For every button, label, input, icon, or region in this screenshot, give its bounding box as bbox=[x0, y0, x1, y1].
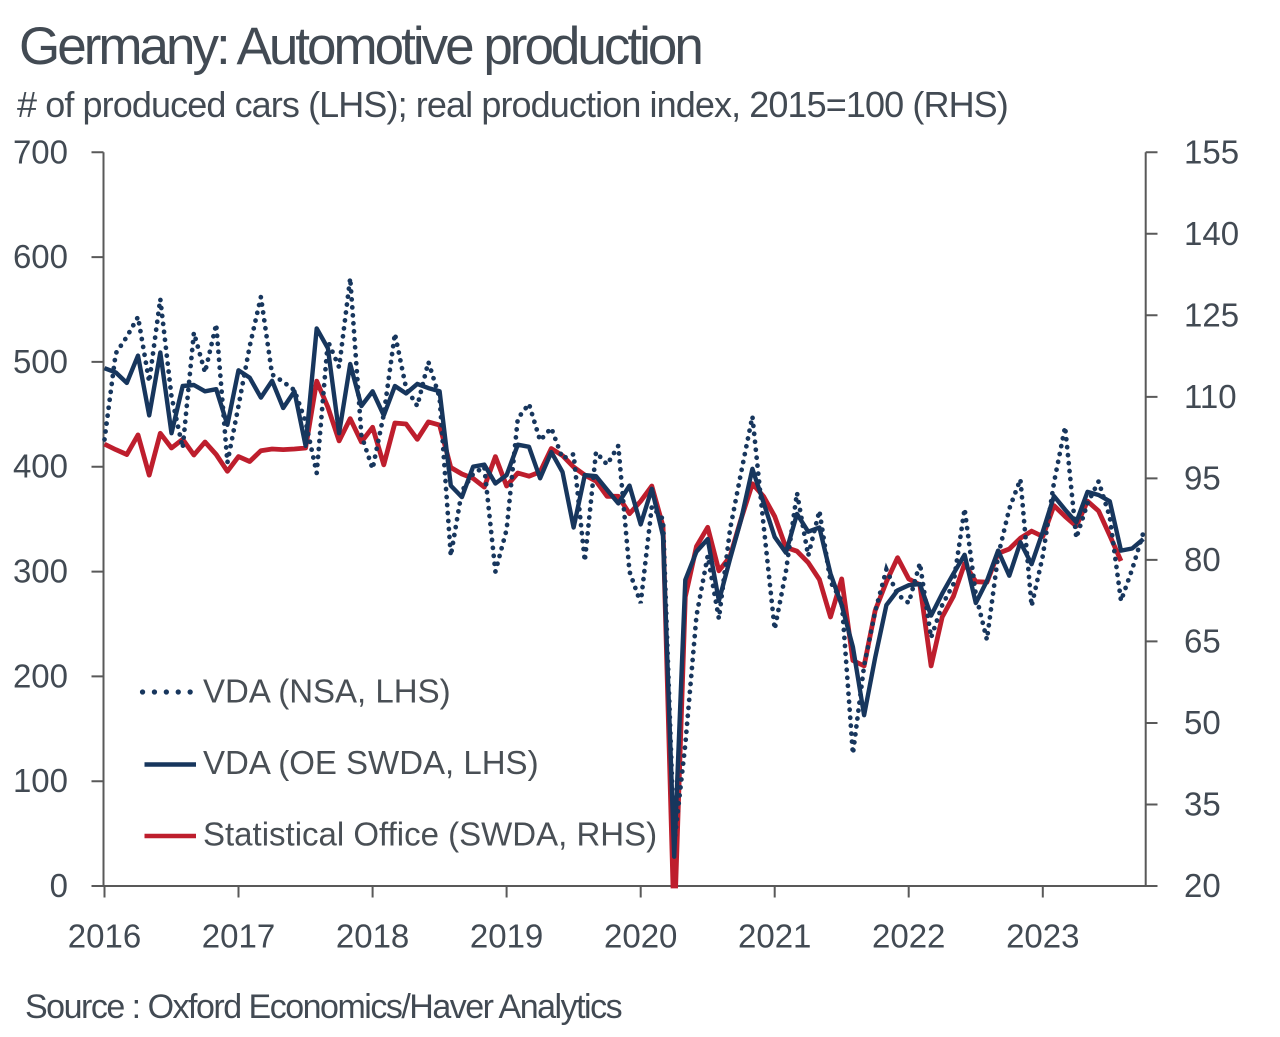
svg-text:700: 700 bbox=[13, 133, 68, 170]
svg-text:2016: 2016 bbox=[68, 918, 141, 955]
svg-text:2017: 2017 bbox=[202, 918, 275, 955]
svg-text:100: 100 bbox=[13, 762, 68, 799]
svg-text:Statistical Office (SWDA, RHS): Statistical Office (SWDA, RHS) bbox=[203, 816, 657, 853]
svg-text:400: 400 bbox=[13, 448, 68, 485]
svg-text:2022: 2022 bbox=[872, 918, 945, 955]
svg-text:2019: 2019 bbox=[470, 918, 543, 955]
svg-text:Germany: Automotive production: Germany: Automotive production bbox=[19, 17, 701, 76]
svg-text:140: 140 bbox=[1184, 215, 1239, 252]
svg-text:600: 600 bbox=[13, 238, 68, 275]
svg-text:80: 80 bbox=[1184, 541, 1221, 578]
svg-text:95: 95 bbox=[1184, 459, 1221, 496]
svg-text:VDA (OE SWDA, LHS): VDA (OE SWDA, LHS) bbox=[203, 744, 539, 781]
svg-text:2021: 2021 bbox=[738, 918, 811, 955]
svg-text:20: 20 bbox=[1184, 867, 1221, 904]
svg-text:35: 35 bbox=[1184, 786, 1221, 823]
svg-text:500: 500 bbox=[13, 343, 68, 380]
svg-text:200: 200 bbox=[13, 657, 68, 694]
svg-text:125: 125 bbox=[1184, 296, 1239, 333]
svg-text:300: 300 bbox=[13, 553, 68, 590]
svg-text:110: 110 bbox=[1184, 378, 1237, 415]
svg-text:2020: 2020 bbox=[604, 918, 677, 955]
svg-text:155: 155 bbox=[1184, 133, 1239, 170]
svg-text:Source : Oxford Economics/Have: Source : Oxford Economics/Haver Analytic… bbox=[25, 988, 622, 1026]
svg-text:2023: 2023 bbox=[1006, 918, 1079, 955]
svg-text:0: 0 bbox=[50, 867, 68, 904]
svg-text:# of produced cars (LHS); real: # of produced cars (LHS); real productio… bbox=[17, 84, 1008, 125]
svg-text:VDA (NSA, LHS): VDA (NSA, LHS) bbox=[203, 673, 451, 710]
svg-text:2018: 2018 bbox=[336, 918, 409, 955]
svg-text:50: 50 bbox=[1184, 704, 1221, 741]
svg-text:65: 65 bbox=[1184, 622, 1221, 659]
